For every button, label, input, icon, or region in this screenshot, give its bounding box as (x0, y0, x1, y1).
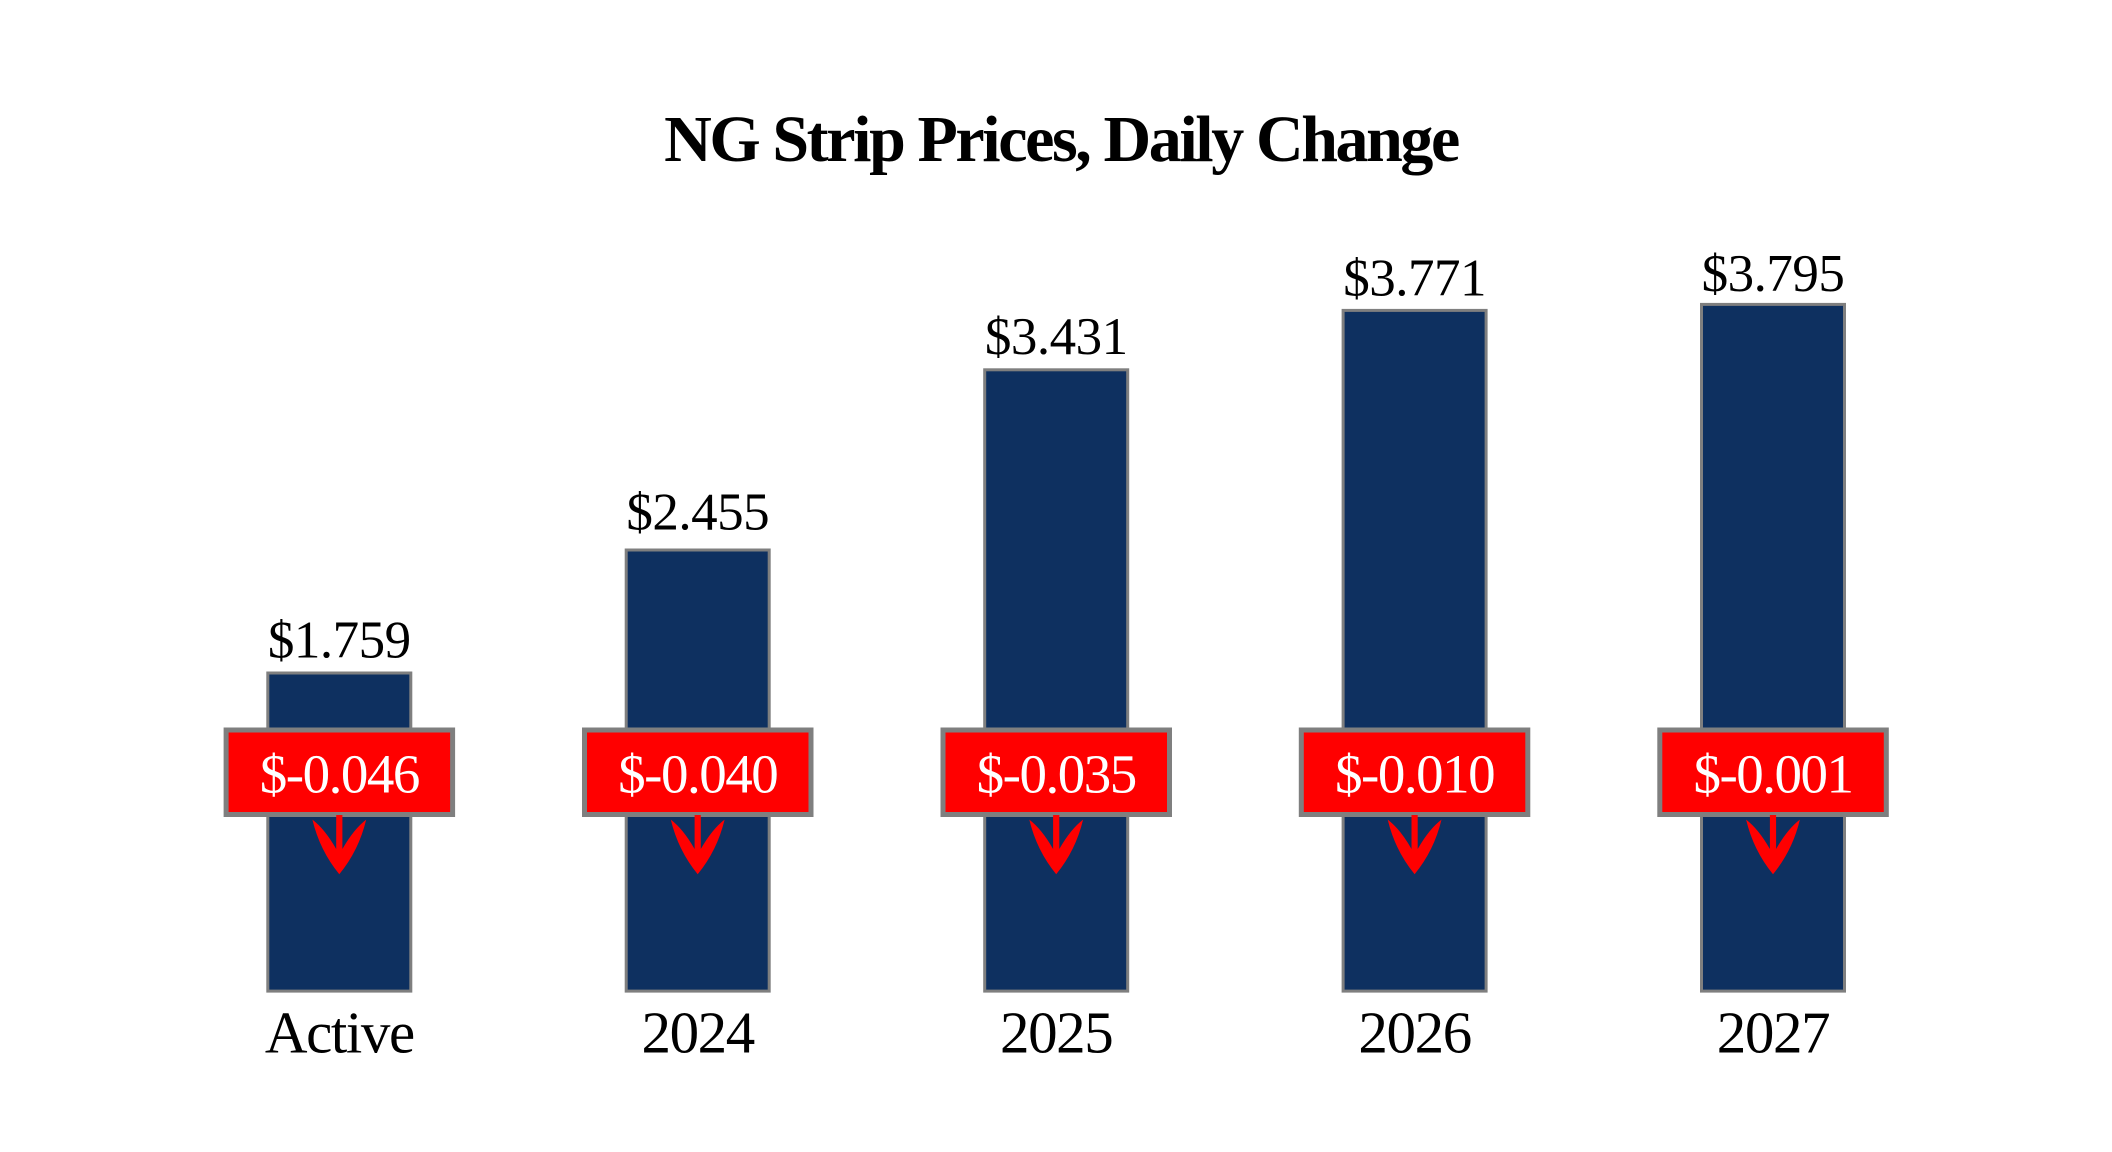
svg-text:$3.795: $3.795 (1702, 245, 1845, 303)
svg-text:2026: 2026 (1358, 999, 1470, 1065)
svg-text:$-0.001: $-0.001 (1693, 744, 1852, 805)
svg-text:$-0.040: $-0.040 (618, 744, 777, 805)
svg-text:Active: Active (265, 999, 414, 1065)
svg-text:2024: 2024 (641, 999, 754, 1065)
svg-text:$-0.010: $-0.010 (1335, 744, 1494, 805)
svg-text:$3.431: $3.431 (985, 308, 1128, 366)
svg-text:$2.455: $2.455 (626, 484, 769, 542)
svg-text:$-0.035: $-0.035 (977, 744, 1136, 805)
svg-text:2025: 2025 (1000, 999, 1112, 1065)
svg-text:2027: 2027 (1717, 999, 1829, 1065)
svg-text:NG Strip Prices, Daily Change: NG Strip Prices, Daily Change (664, 103, 1459, 176)
svg-text:$1.759: $1.759 (268, 612, 411, 670)
svg-text:$3.771: $3.771 (1343, 250, 1486, 308)
svg-text:$-0.046: $-0.046 (260, 744, 419, 805)
